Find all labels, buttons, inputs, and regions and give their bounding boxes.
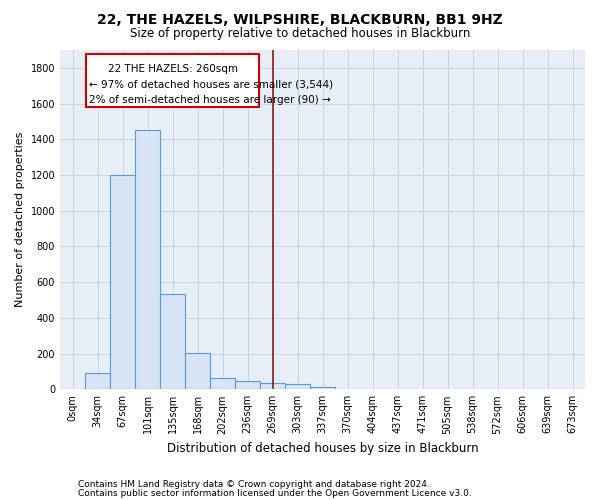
Bar [260, 383, 285, 390]
Bar [160, 294, 185, 390]
Text: 22 THE HAZELS: 260sqm: 22 THE HAZELS: 260sqm [107, 64, 238, 74]
Text: 2% of semi-detached houses are larger (90) →: 2% of semi-detached houses are larger (9… [89, 94, 331, 104]
Bar [85, 373, 110, 390]
Text: Contains HM Land Registry data © Crown copyright and database right 2024.: Contains HM Land Registry data © Crown c… [78, 480, 430, 489]
Text: Size of property relative to detached houses in Blackburn: Size of property relative to detached ho… [130, 28, 470, 40]
Bar [185, 352, 210, 390]
Bar [86, 54, 259, 107]
Bar [310, 386, 335, 390]
Text: 22, THE HAZELS, WILPSHIRE, BLACKBURN, BB1 9HZ: 22, THE HAZELS, WILPSHIRE, BLACKBURN, BB… [97, 12, 503, 26]
Text: ← 97% of detached houses are smaller (3,544): ← 97% of detached houses are smaller (3,… [89, 80, 333, 90]
Bar [285, 384, 310, 390]
X-axis label: Distribution of detached houses by size in Blackburn: Distribution of detached houses by size … [167, 442, 478, 455]
Bar [135, 130, 160, 390]
Text: Contains public sector information licensed under the Open Government Licence v3: Contains public sector information licen… [78, 488, 472, 498]
Bar [210, 378, 235, 390]
Bar [110, 175, 135, 390]
Y-axis label: Number of detached properties: Number of detached properties [15, 132, 25, 308]
Bar [235, 382, 260, 390]
